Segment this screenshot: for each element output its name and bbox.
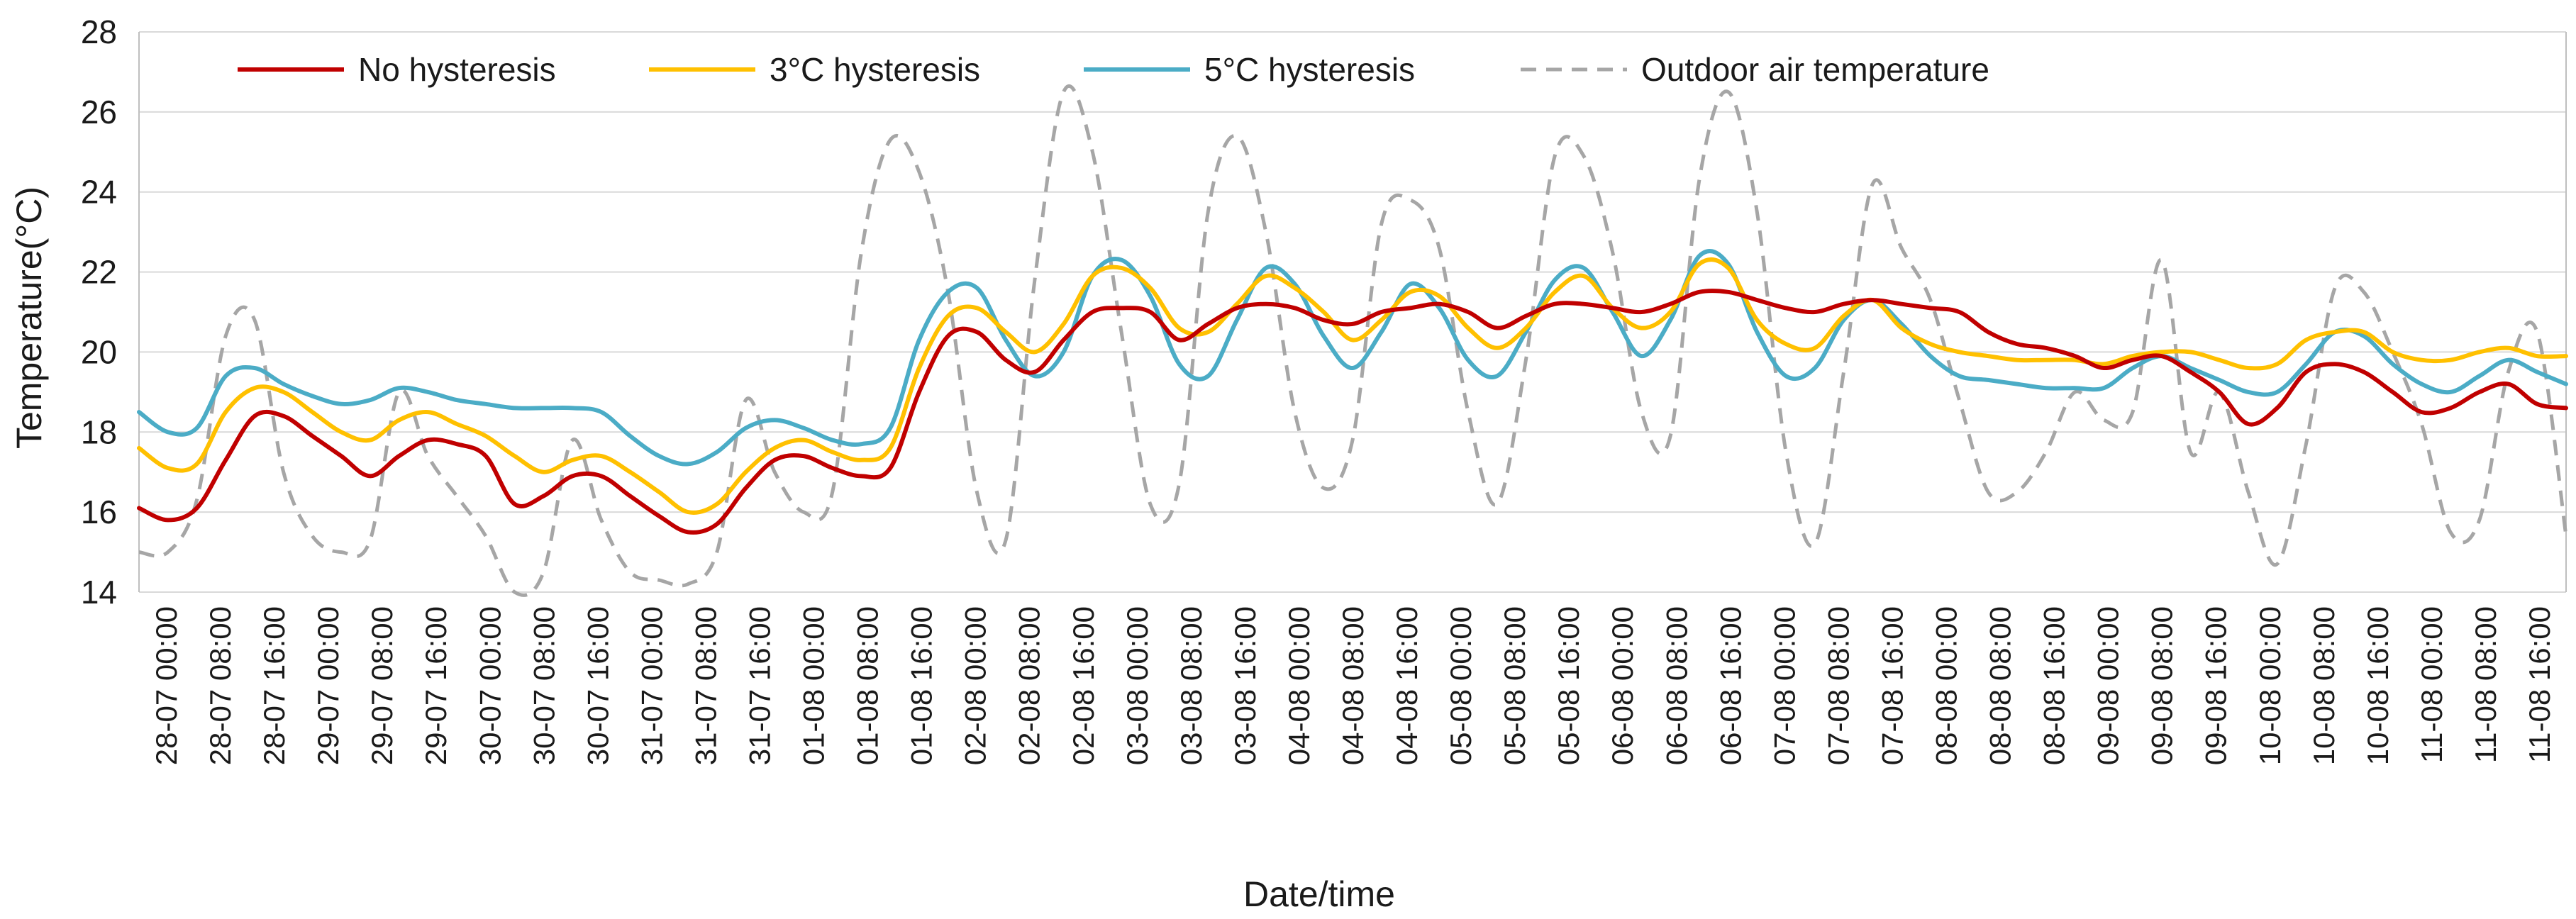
x-tick-label: 03-08 16:00 [1228,606,1262,765]
x-tick-label: 10-08 08:00 [2307,606,2341,765]
x-axis-ticks: 28-07 00:00 28-07 08:00 28-07 16:00 29-07 0… [150,606,2556,765]
series-lines [137,84,2568,597]
x-tick-label: 03-08 00:00 [1121,606,1154,765]
x-tick-label: 01-08 08:00 [851,606,884,765]
y-tick-label: 28 [81,13,117,50]
x-tick-label: 01-08 16:00 [905,606,938,765]
x-tick-label: 10-08 00:00 [2253,606,2287,765]
legend-label: 3°C hysteresis [770,51,980,88]
x-tick-label: 03-08 08:00 [1175,606,1208,765]
y-tick-label: 22 [81,254,117,291]
x-tick-label: 11-08 00:00 [2415,606,2448,763]
x-tick-label: 31-07 00:00 [635,606,668,765]
x-tick-label: 08-08 08:00 [1984,606,2017,765]
gridlines [138,31,2567,593]
x-tick-label: 08-08 00:00 [1930,606,1963,765]
y-tick-label: 24 [81,174,117,211]
x-tick-label: 30-07 08:00 [527,606,560,765]
y-tick-label: 14 [81,574,117,611]
x-tick-label: 31-07 08:00 [689,606,723,765]
x-axis-title: Date/time [1243,874,1395,914]
x-tick-label: 05-08 00:00 [1444,606,1477,765]
legend: No hysteresis 3°C hysteresis 5°C hysteresi… [238,51,1989,88]
x-tick-label: 05-08 16:00 [1552,606,1585,765]
x-tick-label: 04-08 16:00 [1390,606,1423,765]
y-tick-label: 26 [81,94,117,130]
y-tick-label: 20 [81,333,117,370]
x-tick-label: 09-08 08:00 [2145,606,2179,765]
legend-label: Outdoor air temperature [1641,51,1989,88]
x-tick-label: 06-08 08:00 [1660,606,1693,765]
x-tick-label: 29-07 16:00 [419,606,453,765]
x-tick-label: 28-07 08:00 [204,606,237,765]
series-line-1 [137,257,2568,515]
y-axis-ticks: 14 16 18 20 22 24 26 28 [81,13,117,611]
x-tick-label: 31-07 16:00 [743,606,777,765]
x-tick-label: 29-07 00:00 [311,606,345,765]
x-tick-label: 05-08 08:00 [1498,606,1531,765]
y-axis-title: Temperature(°C) [9,186,49,449]
x-tick-label: 28-07 00:00 [150,606,183,765]
x-tick-label: 01-08 00:00 [797,606,831,765]
x-tick-label: 09-08 16:00 [2199,606,2233,765]
y-tick-label: 16 [81,494,117,530]
series-line-3 [138,84,2568,597]
x-tick-label: 02-08 08:00 [1013,606,1046,765]
x-tick-label: 04-08 08:00 [1336,606,1370,765]
x-tick-label: 11-08 08:00 [2469,606,2502,763]
x-tick-label: 10-08 16:00 [2361,606,2394,765]
x-tick-label: 28-07 16:00 [257,606,291,765]
x-tick-label: 09-08 00:00 [2092,606,2125,765]
y-tick-label: 18 [81,413,117,450]
x-tick-label: 11-08 16:00 [2523,606,2556,763]
x-tick-label: 06-08 16:00 [1714,606,1747,765]
x-tick-label: 04-08 00:00 [1282,606,1316,765]
x-tick-label: 29-07 08:00 [365,606,399,765]
x-tick-label: 30-07 16:00 [581,606,614,765]
x-tick-label: 07-08 16:00 [1875,606,1909,765]
x-tick-label: 06-08 00:00 [1606,606,1639,765]
x-tick-label: 08-08 16:00 [2038,606,2071,765]
x-tick-label: 07-08 08:00 [1821,606,1855,765]
series-line-2 [137,249,2568,467]
x-tick-label: 30-07 00:00 [473,606,506,765]
x-tick-label: 02-08 16:00 [1067,606,1100,765]
series-line-0 [137,289,2568,535]
legend-label: 5°C hysteresis [1204,51,1415,88]
x-tick-label: 07-08 00:00 [1767,606,1801,765]
x-tick-label: 02-08 00:00 [959,606,992,765]
legend-label: No hysteresis [358,51,556,88]
